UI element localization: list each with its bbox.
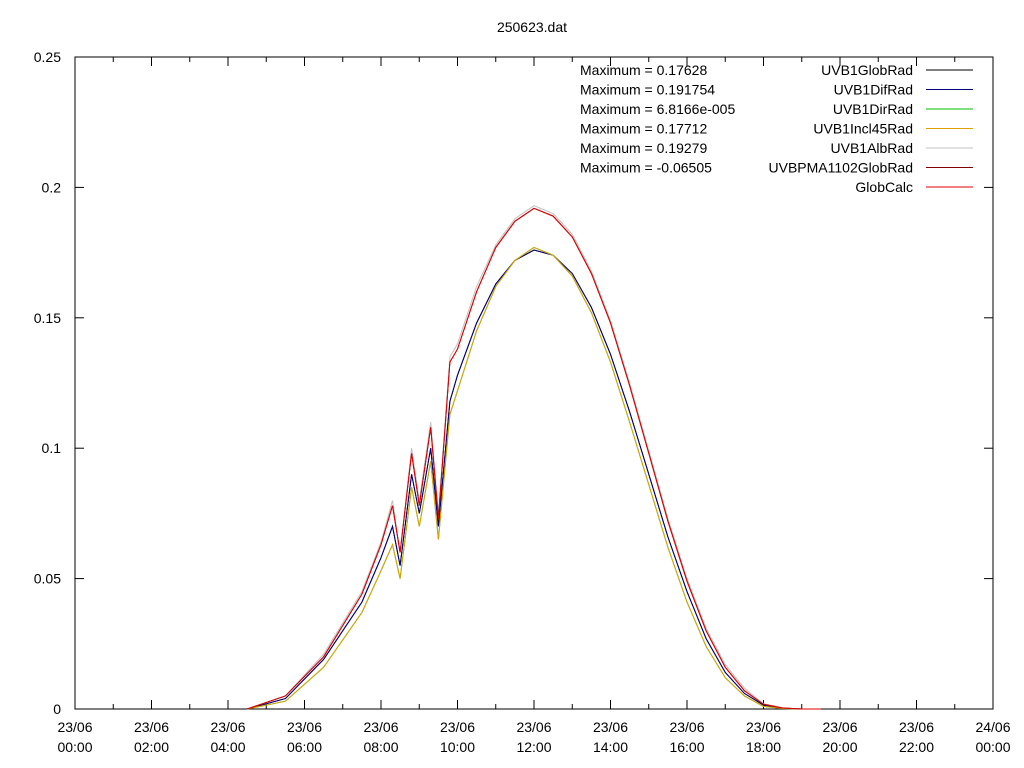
x-tick-time: 12:00 — [516, 739, 551, 755]
x-tick-time: 02:00 — [134, 739, 169, 755]
x-tick-date: 23/06 — [746, 719, 781, 735]
x-tick-date: 23/06 — [440, 719, 475, 735]
x-tick-time: 22:00 — [899, 739, 934, 755]
chart-title: 250623.dat — [497, 19, 567, 35]
x-tick-time: 20:00 — [822, 739, 857, 755]
legend-label: UVB1DirRad — [833, 101, 913, 117]
series-line-uvb1albrad — [246, 205, 821, 710]
x-tick-date: 23/06 — [899, 719, 934, 735]
series-line-uvb1incl45rad — [247, 246, 821, 710]
maximum-annotation: Maximum = 0.17628 — [580, 62, 707, 78]
legend-label: GlobCalc — [855, 179, 913, 195]
legend-label: UVB1DifRad — [834, 82, 913, 98]
maximum-annotations: Maximum = 0.17628 Maximum = 0.191754 Maxim… — [580, 62, 735, 176]
series-line-uvbpma1102globrad — [246, 207, 821, 710]
x-tick-time: 16:00 — [669, 739, 704, 755]
legend-label: UVBPMA1102GlobRad — [769, 160, 913, 176]
x-tick-date: 23/06 — [134, 719, 169, 735]
maximum-annotation: Maximum = 0.17712 — [580, 121, 707, 137]
legend-label: UVB1AlbRad — [831, 140, 914, 156]
maximum-annotation: Maximum = -0.06505 — [580, 160, 712, 176]
x-tick-date: 24/06 — [975, 719, 1010, 735]
x-tick-date: 23/06 — [669, 719, 704, 735]
x-tick-date: 23/06 — [822, 719, 857, 735]
x-tick-time: 04:00 — [210, 739, 245, 755]
series-line-uvb1difrad — [246, 249, 821, 710]
maximum-annotation: Maximum = 6.8166e-005 — [580, 101, 735, 117]
x-tick-date: 23/06 — [57, 719, 92, 735]
x-tick-date: 23/06 — [287, 719, 322, 735]
x-tick-time: 18:00 — [746, 739, 781, 755]
y-tick-label: 0.1 — [42, 440, 62, 456]
maximum-annotation: Maximum = 0.191754 — [580, 82, 715, 98]
legend-label: UVB1Incl45Rad — [813, 121, 913, 137]
legend-label: UVB1GlobRad — [821, 62, 913, 78]
y-tick-label: 0.25 — [34, 49, 61, 65]
x-tick-time: 14:00 — [593, 739, 628, 755]
series-line-uvb1globrad — [246, 249, 821, 710]
legend: UVB1GlobRad UVB1DifRad UVB1DirRad UVB1Incl4… — [769, 62, 973, 195]
series-line-globcalc — [246, 207, 821, 710]
y-axis: 0 0.05 0.1 0.15 0.2 0.25 — [34, 49, 993, 717]
y-tick-label: 0 — [53, 701, 61, 717]
x-tick-date: 23/06 — [363, 719, 398, 735]
series-lines — [246, 205, 821, 710]
x-tick-time: 08:00 — [363, 739, 398, 755]
x-tick-date: 23/06 — [210, 719, 245, 735]
y-tick-label: 0.05 — [34, 571, 61, 587]
y-tick-label: 0.15 — [34, 310, 61, 326]
maximum-annotation: Maximum = 0.19279 — [580, 140, 707, 156]
y-tick-label: 0.2 — [42, 179, 62, 195]
x-axis: 23/06 00:00 23/06 02:00 23/06 04:00 23/06 06:00… — [57, 57, 1011, 755]
x-tick-date: 23/06 — [593, 719, 628, 735]
x-tick-time: 06:00 — [287, 739, 322, 755]
x-tick-date: 23/06 — [516, 719, 551, 735]
series-line-uvb1dirrad — [247, 246, 821, 710]
x-tick-time: 00:00 — [57, 739, 92, 755]
x-tick-time: 00:00 — [975, 739, 1010, 755]
x-tick-time: 10:00 — [440, 739, 475, 755]
